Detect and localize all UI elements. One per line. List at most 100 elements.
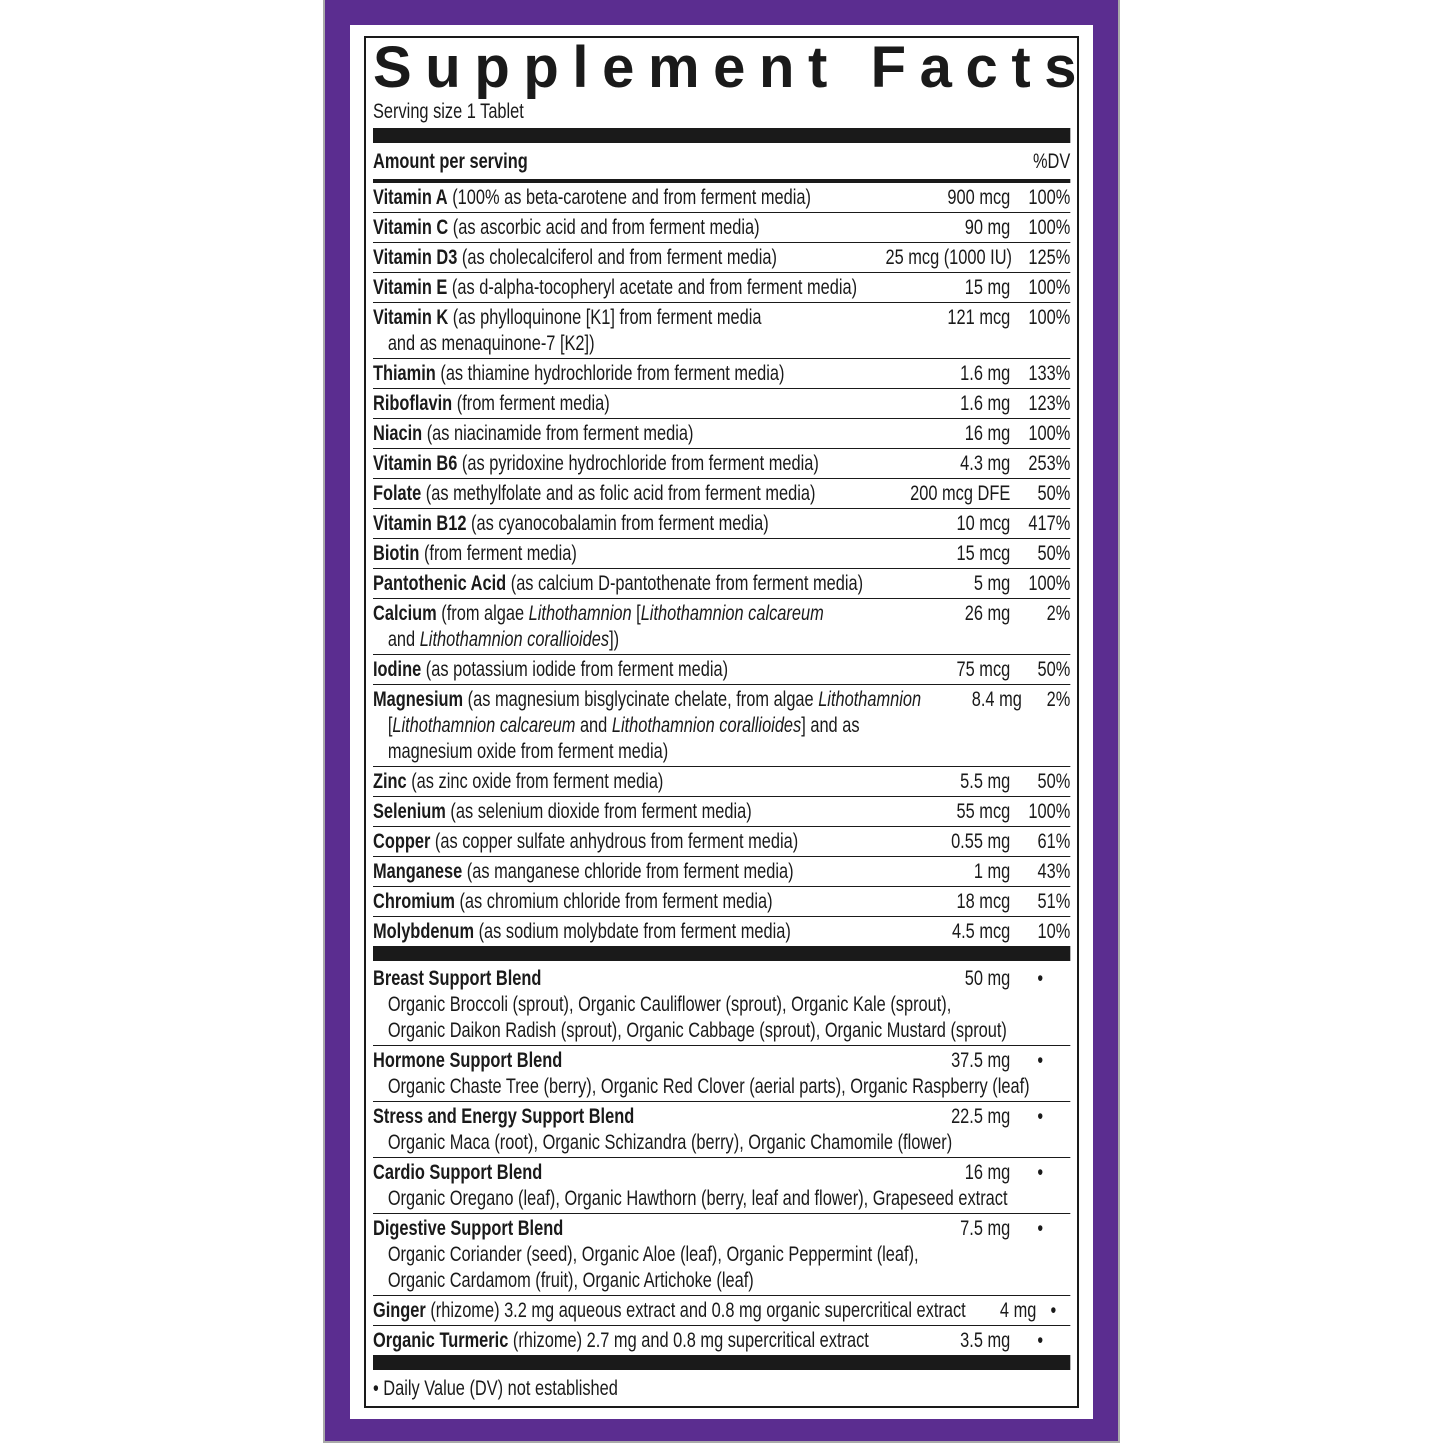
- nutrient-amount: 8.4 mg: [971, 688, 1022, 711]
- blend-list: Breast Support Blend 50 mg • Organic Brocco…: [373, 961, 1071, 1355]
- amount-header: Amount per serving: [373, 150, 528, 173]
- label-panel: [350, 25, 1093, 1419]
- description-line: Niacin (as niacinamide from ferment medi…: [373, 422, 694, 445]
- nutrient-description: Magnesium (as magnesium bisglycinate che…: [373, 687, 921, 765]
- nutrient-amount: 15 mg: [964, 276, 1011, 299]
- description-line: Riboflavin (from ferment media): [373, 392, 610, 415]
- nutrient-name: Selenium: [373, 800, 446, 823]
- nutrient-amount: 4.5 mcg: [951, 920, 1011, 943]
- blend-dv: •: [1037, 1329, 1044, 1352]
- blend-name: Cardio Support Blend: [373, 1161, 543, 1184]
- nutrient-dv: 100%: [1028, 572, 1071, 595]
- nutrient-row: Copper (as copper sulfate anhydrous from…: [373, 827, 1071, 857]
- description-line: Vitamin K (as phylloquinone [K1] from fe…: [373, 306, 762, 329]
- nutrient-row: Vitamin A (100% as beta-carotene and fro…: [373, 183, 1071, 213]
- blend-name: Breast Support Blend: [373, 967, 542, 990]
- blend-row: Digestive Support Blend 7.5 mg • Organic Co…: [373, 1214, 1071, 1296]
- nutrient-amount: 5 mg: [973, 572, 1011, 595]
- blend-amount: 50 mg: [964, 967, 1011, 990]
- description-line: Magnesium (as magnesium bisglycinate che…: [373, 688, 922, 711]
- nutrient-row: Molybdenum (as sodium molybdate from fer…: [373, 917, 1070, 946]
- nutrient-amount: 200 mcg DFE: [910, 482, 1011, 505]
- description-line: Folate (as methylfolate and as folic aci…: [373, 482, 816, 505]
- nutrient-description: Selenium (as selenium dioxide from ferme…: [373, 799, 885, 825]
- supplement-facts-box: [364, 36, 1079, 1408]
- species-name: Lithothamnion corallioides: [419, 628, 610, 651]
- nutrient-name: Riboflavin: [373, 392, 453, 415]
- nutrient-dv: 2%: [1046, 688, 1071, 711]
- nutrient-description: Iodine (as potassium iodide from ferment…: [373, 657, 885, 683]
- blend-header: Ginger (rhizome) 3.2 mg aqueous extract …: [373, 1298, 1070, 1324]
- nutrient-name: Vitamin B12: [373, 512, 467, 535]
- blend-header: Hormone Support Blend 37.5 mg •: [373, 1048, 1070, 1074]
- blend-dv: •: [1037, 1217, 1044, 1240]
- nutrient-row: Calcium (from algae Lithothamnion [Litho…: [373, 599, 1071, 655]
- nutrient-row: Niacin (as niacinamide from ferment medi…: [373, 419, 1071, 449]
- blend-description: (rhizome) 2.7 mg and 0.8 mg supercritica…: [512, 1329, 869, 1352]
- blend-description: (rhizome) 3.2 mg aqueous extract and 0.8…: [430, 1299, 966, 1322]
- nutrient-amount: 121 mcg: [947, 306, 1011, 329]
- blend-name: Stress and Energy Support Blend: [373, 1105, 635, 1128]
- nutrient-row: Vitamin K (as phylloquinone [K1] from fe…: [373, 303, 1071, 359]
- blend-dv: •: [1037, 967, 1044, 990]
- blend-header: Cardio Support Blend 16 mg •: [373, 1160, 1070, 1186]
- description-line: and as menaquinone-7 [K2]): [387, 332, 595, 355]
- blend-row: Stress and Energy Support Blend 22.5 mg • O…: [373, 1102, 1071, 1158]
- description-line: Vitamin E (as d-alpha-tocopheryl acetate…: [373, 276, 858, 299]
- nutrient-description: Zinc (as zinc oxide from ferment media): [373, 769, 885, 795]
- blend-title: Cardio Support Blend: [373, 1160, 885, 1186]
- species-name: Lithothamnion calcareum: [640, 602, 824, 625]
- description-line: Chromium (as chromium chloride from ferm…: [373, 890, 773, 913]
- nutrient-dv: 50%: [1037, 770, 1071, 793]
- nutrient-amount: 1.6 mg: [960, 392, 1011, 415]
- description-line: Vitamin B6 (as pyridoxine hydrochloride …: [373, 452, 819, 475]
- nutrient-row: Vitamin B12 (as cyanocobalamin from ferm…: [373, 509, 1071, 539]
- nutrient-amount: 90 mg: [964, 216, 1011, 239]
- nutrient-row: Thiamin (as thiamine hydrochloride from …: [373, 359, 1071, 389]
- nutrient-row: Zinc (as zinc oxide from ferment media) 5…: [373, 767, 1071, 797]
- nutrient-dv: 61%: [1037, 830, 1071, 853]
- nutrient-dv: 100%: [1028, 800, 1071, 823]
- nutrient-name: Pantothenic Acid: [373, 572, 507, 595]
- nutrient-amount: 5.5 mg: [960, 770, 1011, 793]
- nutrient-description: Thiamin (as thiamine hydrochloride from …: [373, 361, 885, 387]
- species-name: Lithothamnion corallioides: [611, 714, 802, 737]
- blend-row: Breast Support Blend 50 mg • Organic Brocco…: [373, 964, 1071, 1046]
- nutrient-name: Calcium: [373, 602, 437, 625]
- nutrient-description: Folate (as methylfolate and as folic aci…: [373, 481, 885, 507]
- blend-title: Stress and Energy Support Blend: [373, 1104, 885, 1130]
- nutrient-amount: 75 mcg: [956, 658, 1011, 681]
- species-name: Lithothamnion: [528, 602, 632, 625]
- blend-ingredients: Organic Daikon Radish (sprout), Organic …: [387, 1019, 1007, 1042]
- nutrient-row: Riboflavin (from ferment media) 1.6 mg 123…: [373, 389, 1071, 419]
- blend-amount: 7.5 mg: [960, 1217, 1011, 1240]
- nutrient-name: Magnesium: [373, 688, 464, 711]
- nutrient-row: Pantothenic Acid (as calcium D-pantothen…: [373, 569, 1071, 599]
- description-line: Vitamin B12 (as cyanocobalamin from ferm…: [373, 512, 769, 535]
- nutrient-name: Chromium: [373, 890, 455, 913]
- blend-title: Digestive Support Blend: [373, 1216, 885, 1242]
- nutrient-dv: 100%: [1028, 216, 1071, 239]
- description-line: Calcium (from algae Lithothamnion [Litho…: [373, 602, 824, 625]
- nutrient-amount: 55 mcg: [956, 800, 1011, 823]
- dv-header: %DV: [1032, 150, 1071, 173]
- blend-ingredients: Organic Cardamom (fruit), Organic Artich…: [387, 1269, 754, 1292]
- blend-amount: 22.5 mg: [951, 1105, 1011, 1128]
- footnote: • Daily Value (DV) not established: [373, 1377, 618, 1400]
- nutrient-name: Copper: [373, 830, 431, 853]
- nutrient-dv: 100%: [1028, 306, 1071, 329]
- blend-title: Organic Turmeric (rhizome) 2.7 mg and 0.…: [373, 1328, 885, 1354]
- blend-row: Hormone Support Blend 37.5 mg • Organic Cha…: [373, 1046, 1071, 1102]
- description-line: Pantothenic Acid (as calcium D-pantothen…: [373, 572, 864, 595]
- nutrient-description: Niacin (as niacinamide from ferment medi…: [373, 421, 885, 447]
- nutrient-dv: 51%: [1037, 890, 1071, 913]
- nutrient-name: Niacin: [373, 422, 423, 445]
- nutrient-description: Vitamin B12 (as cyanocobalamin from ferm…: [373, 511, 885, 537]
- nutrient-description: Vitamin E (as d-alpha-tocopheryl acetate…: [373, 275, 885, 301]
- nutrient-amount: 16 mg: [964, 422, 1011, 445]
- nutrient-name: Vitamin B6: [373, 452, 458, 475]
- nutrient-name: Vitamin D3: [373, 246, 458, 269]
- description-line: Thiamin (as thiamine hydrochloride from …: [373, 362, 785, 385]
- blend-header: Breast Support Blend 50 mg •: [373, 966, 1070, 992]
- nutrient-dv: 417%: [1028, 512, 1071, 535]
